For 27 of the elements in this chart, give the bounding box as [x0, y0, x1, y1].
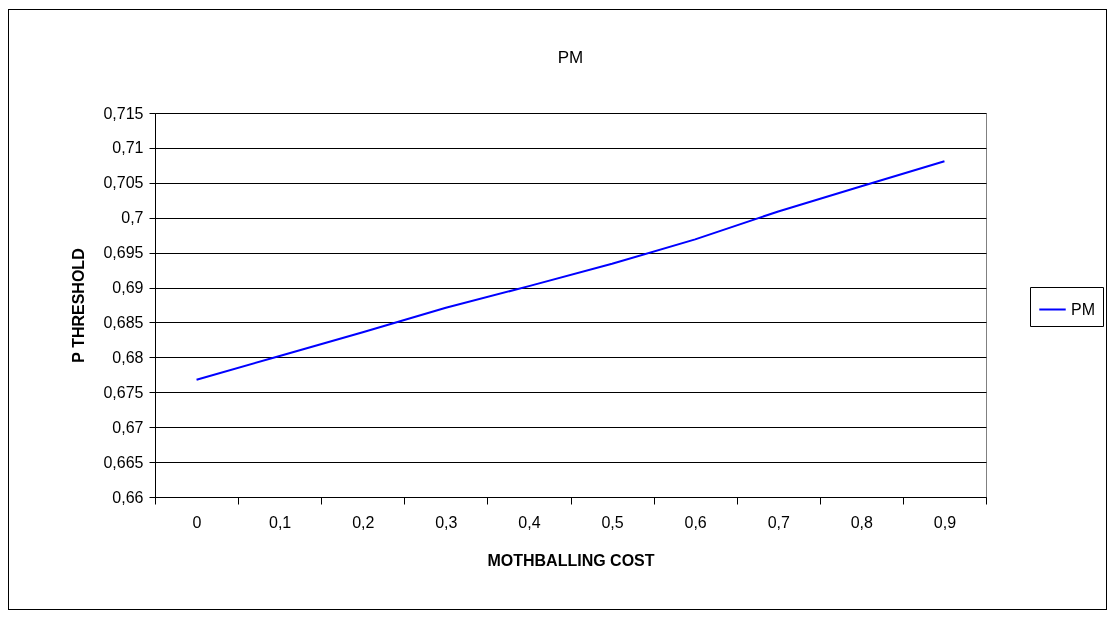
x-tick-label: 0,6: [684, 513, 707, 531]
x-tick-label: 0,1: [269, 513, 292, 531]
y-tick-label: 0,715: [103, 104, 144, 122]
y-tick-label: 0,7: [121, 209, 144, 227]
x-axis-title: MOTHBALLING COST: [487, 551, 655, 569]
x-tick-label: 0,2: [352, 513, 375, 531]
x-tick-label: 0,4: [518, 513, 541, 531]
y-tick-label: 0,685: [103, 313, 144, 331]
y-tick-label: 0,695: [103, 244, 144, 262]
y-tick-label: 0,69: [112, 279, 144, 297]
line-series: [195, 160, 946, 381]
y-tick-label: 0,675: [103, 383, 144, 401]
y-tick-label: 0,66: [112, 488, 144, 506]
y-tick-label: 0,67: [112, 418, 144, 436]
y-tick-label: 0,705: [103, 174, 144, 192]
legend-label: PM: [1071, 300, 1095, 318]
x-tick-label: 0,3: [435, 513, 458, 531]
x-tick-label: 0,8: [850, 513, 874, 531]
y-tick-label: 0,68: [112, 348, 144, 366]
x-tick-label: 0,5: [601, 513, 624, 531]
x-tick-label: 0: [192, 513, 202, 531]
y-tick-label: 0,665: [103, 453, 144, 471]
x-tick-label: 0,7: [767, 513, 790, 531]
y-tick-label: 0,71: [112, 139, 144, 157]
chart-title: PM: [557, 48, 584, 67]
x-tick-label: 0,9: [933, 513, 957, 531]
y-axis-title: P THRESHOLD: [70, 248, 88, 363]
